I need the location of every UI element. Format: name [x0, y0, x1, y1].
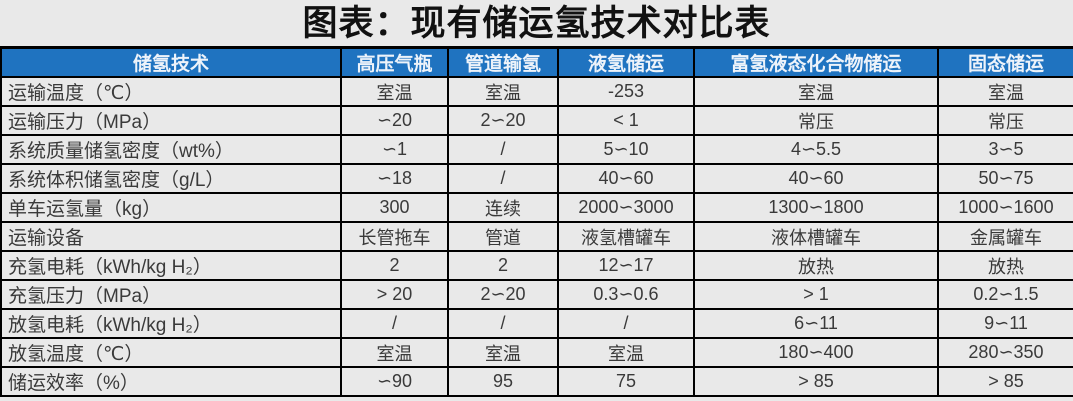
- table-cell: 5∽10: [557, 134, 695, 165]
- table-cell: > 85: [693, 366, 939, 397]
- table-cell: 40∽60: [693, 163, 939, 194]
- table-cell: ∽90: [340, 366, 449, 397]
- column-header: 富氢液态化合物储运: [693, 46, 939, 78]
- table-cell: > 20: [340, 279, 449, 310]
- table-row: 放氢电耗（kWh/kg H₂） / //6∽11 9∽11: [0, 308, 1073, 339]
- table-row: 充氢压力（MPa） > 20 2∽20 0.3∽0.6 > 1 0.2∽1.5: [0, 279, 1073, 310]
- column-header: 管道输氢: [447, 46, 559, 78]
- column-header: 固态储运: [937, 46, 1073, 78]
- column-header: 液氢储运: [557, 46, 695, 78]
- page-title: 图表：现有储运氢技术对比表: [302, 4, 771, 43]
- row-label: 充氢压力（MPa）: [0, 279, 342, 310]
- table-cell: 4∽5.5: [693, 134, 939, 165]
- table-row: 运输压力（MPa） ∽20 2∽20 < 1 常压 常压: [0, 105, 1073, 136]
- table-cell: ∽1: [340, 134, 449, 165]
- table-cell: 长管拖车: [340, 221, 449, 252]
- row-label: 单车运氢量（kg）: [0, 192, 342, 223]
- table-cell: 室温: [447, 337, 559, 368]
- table-cell: ∽20: [340, 105, 449, 136]
- table-cell: 室温: [557, 337, 695, 368]
- hydrogen-storage-comparison-table: 储氢技术 高压气瓶 管道输氢 液氢储运 富氢液态化合物储运 固态储运 运输温度（℃） 室温室…: [0, 46, 1073, 397]
- table-row: 储运效率（%） ∽90 95 75 > 85 > 85: [0, 366, 1073, 397]
- table-cell: /: [447, 163, 559, 194]
- table-cell: < 1: [557, 105, 695, 136]
- table-cell: /: [557, 308, 695, 339]
- table-row: 系统质量储氢密度（wt%） ∽1/5∽10 4∽5.5 3∽5: [0, 134, 1073, 165]
- table-cell: 室温: [340, 337, 449, 368]
- table-cell: /: [447, 308, 559, 339]
- row-label: 系统体积储氢密度（g/L）: [0, 163, 342, 194]
- table-cell: 6∽11: [693, 308, 939, 339]
- table-cell: 300: [340, 192, 449, 223]
- table-row: 系统体积储氢密度（g/L） ∽18/40∽60 40∽60 50∽75: [0, 163, 1073, 194]
- table-row: 单车运氢量（kg） 300 连续 2000∽3000 1300∽1800 1000∽160…: [0, 192, 1073, 223]
- table-cell: 液体槽罐车: [693, 221, 939, 252]
- row-label: 运输温度（℃）: [0, 76, 342, 107]
- table-row: 充氢电耗（kWh/kg H₂） 2 2 12∽17 放热 放热: [0, 250, 1073, 281]
- row-label: 储运效率（%）: [0, 366, 342, 397]
- row-label: 运输压力（MPa）: [0, 105, 342, 136]
- table-cell: 1000∽1600: [937, 192, 1073, 223]
- table-cell: 2∽20: [447, 105, 559, 136]
- table-cell: 2∽20: [447, 279, 559, 310]
- table-cell: 2: [447, 250, 559, 281]
- table-cell: 280∽350: [937, 337, 1073, 368]
- table-cell: ∽18: [340, 163, 449, 194]
- table-cell: 室温: [937, 76, 1073, 107]
- row-label: 放氢电耗（kWh/kg H₂）: [0, 308, 342, 339]
- column-header-technology: 储氢技术: [0, 46, 342, 78]
- row-label: 运输设备: [0, 221, 342, 252]
- table-row: 放氢温度（℃） 室温 室温 室温 180∽400 280∽350: [0, 337, 1073, 368]
- table-cell: 液氢槽罐车: [557, 221, 695, 252]
- table-row: 运输设备 长管拖车 管道 液氢槽罐车 液体槽罐车 金属罐车: [0, 221, 1073, 252]
- header-row: 储氢技术 高压气瓶 管道输氢 液氢储运 富氢液态化合物储运 固态储运: [0, 46, 1073, 78]
- row-label: 放氢温度（℃）: [0, 337, 342, 368]
- table-cell: 75: [557, 366, 695, 397]
- table-cell: 放热: [937, 250, 1073, 281]
- table-cell: 常压: [937, 105, 1073, 136]
- table-cell: 0.2∽1.5: [937, 279, 1073, 310]
- table-cell: 连续: [447, 192, 559, 223]
- table-cell: 0.3∽0.6: [557, 279, 695, 310]
- table-cell: 常压: [693, 105, 939, 136]
- table-cell: 2000∽3000: [557, 192, 695, 223]
- table-cell: /: [447, 134, 559, 165]
- table-cell: > 1: [693, 279, 939, 310]
- table-body: 运输温度（℃） 室温 室温 -253 室温 室温 运输压力（MPa） ∽20 2∽20 < 1 常压…: [0, 76, 1073, 397]
- table-cell: 9∽11: [937, 308, 1073, 339]
- table-cell: 室温: [340, 76, 449, 107]
- column-header: 高压气瓶: [340, 46, 449, 78]
- table-cell: 180∽400: [693, 337, 939, 368]
- table-cell: 金属罐车: [937, 221, 1073, 252]
- table-cell: 40∽60: [557, 163, 695, 194]
- table-cell: 室温: [693, 76, 939, 107]
- table-cell: -253: [557, 76, 695, 107]
- table-cell: > 85: [937, 366, 1073, 397]
- table-cell: /: [340, 308, 449, 339]
- table-cell: 50∽75: [937, 163, 1073, 194]
- table-cell: 2: [340, 250, 449, 281]
- table-cell: 12∽17: [557, 250, 695, 281]
- table-cell: 室温: [447, 76, 559, 107]
- table-cell: 3∽5: [937, 134, 1073, 165]
- row-label: 充氢电耗（kWh/kg H₂）: [0, 250, 342, 281]
- table-cell: 1300∽1800: [693, 192, 939, 223]
- table-cell: 管道: [447, 221, 559, 252]
- table-row: 运输温度（℃） 室温 室温 -253 室温 室温: [0, 76, 1073, 107]
- table-cell: 放热: [693, 250, 939, 281]
- row-label: 系统质量储氢密度（wt%）: [0, 134, 342, 165]
- table-cell: 95: [447, 366, 559, 397]
